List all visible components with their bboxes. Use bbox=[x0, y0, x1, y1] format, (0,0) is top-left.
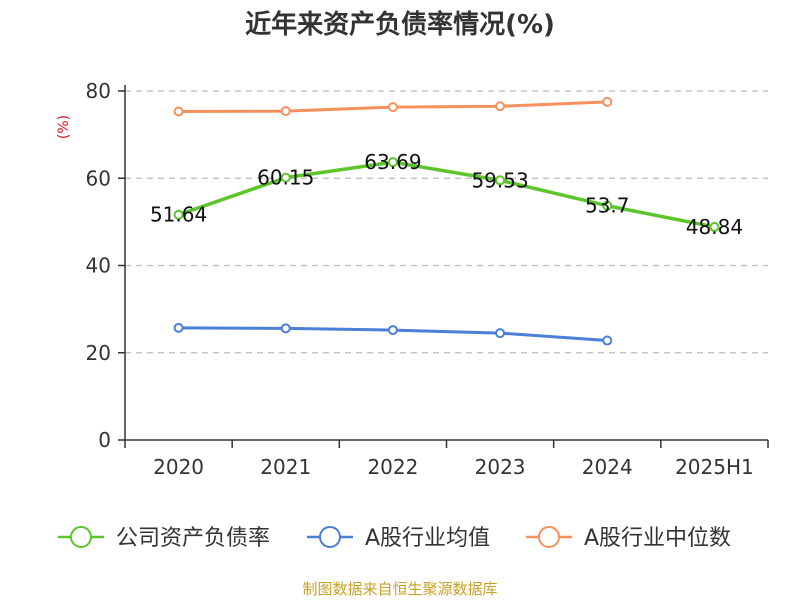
y-axis-ticks: 0 20 40 60 80 bbox=[86, 79, 125, 452]
data-label: 53.7 bbox=[585, 194, 630, 218]
data-point bbox=[280, 323, 291, 334]
x-tick-label: 2020 bbox=[153, 455, 204, 479]
x-tick-label: 2023 bbox=[475, 455, 526, 479]
data-point bbox=[495, 175, 506, 186]
data-label: 51.64 bbox=[150, 203, 207, 227]
data-point bbox=[173, 322, 184, 333]
data-label: 48.84 bbox=[686, 215, 743, 239]
data-point bbox=[495, 101, 506, 112]
series-1 bbox=[173, 157, 720, 232]
x-tick-label: 2022 bbox=[367, 455, 418, 479]
legend[interactable]: 公司资产负债率 A股行业均值 A股行业中位数 bbox=[58, 526, 731, 551]
grid-lines bbox=[125, 90, 768, 354]
legend-label: 公司资产负债率 bbox=[116, 526, 270, 551]
series-layer bbox=[173, 96, 720, 346]
data-point bbox=[602, 335, 613, 346]
data-point bbox=[387, 325, 398, 336]
legend-marker bbox=[319, 526, 341, 548]
axes bbox=[124, 85, 768, 441]
x-tick-label: 2025H1 bbox=[675, 455, 754, 479]
data-label: 63.69 bbox=[364, 150, 421, 174]
data-point bbox=[709, 221, 720, 232]
data-label: 60.15 bbox=[257, 166, 314, 190]
data-point bbox=[602, 200, 613, 211]
y-axis-label: (%) bbox=[56, 115, 72, 139]
y-tick-label: 0 bbox=[98, 428, 111, 452]
legend-item-2[interactable]: A股行业均值 bbox=[307, 526, 490, 551]
legend-marker bbox=[70, 526, 92, 548]
legend-item-1[interactable]: 公司资产负债率 bbox=[58, 526, 270, 551]
chart-title: 近年来资产负债率情况(%) bbox=[245, 9, 555, 40]
data-label: 59.53 bbox=[471, 168, 528, 192]
series-2 bbox=[173, 322, 613, 346]
legend-label: A股行业均值 bbox=[365, 526, 490, 551]
data-point bbox=[387, 102, 398, 113]
data-point bbox=[173, 106, 184, 117]
data-point bbox=[495, 328, 506, 339]
y-tick-label: 60 bbox=[86, 166, 111, 190]
data-point bbox=[387, 157, 398, 168]
data-point bbox=[173, 209, 184, 220]
y-tick-label: 80 bbox=[86, 79, 111, 103]
legend-label: A股行业中位数 bbox=[584, 526, 731, 551]
x-tick-label: 2021 bbox=[260, 455, 311, 479]
series-line bbox=[178, 160, 715, 229]
data-point bbox=[280, 172, 291, 183]
data-point bbox=[602, 96, 613, 107]
source-note: 制图数据来自恒生聚源数据库 bbox=[302, 580, 497, 598]
x-axis-ticks: 2020 2021 2022 2023 2024 2025H1 bbox=[124, 440, 769, 479]
data-labels: 51.64 60.15 63.69 59.53 53.7 48.84 bbox=[150, 150, 743, 239]
y-tick-label: 40 bbox=[86, 254, 111, 278]
y-tick-label: 20 bbox=[86, 341, 111, 365]
series-3 bbox=[173, 96, 613, 117]
data-point bbox=[280, 106, 291, 117]
legend-item-3[interactable]: A股行业中位数 bbox=[526, 526, 731, 551]
legend-marker bbox=[538, 526, 560, 548]
x-tick-label: 2024 bbox=[582, 455, 633, 479]
